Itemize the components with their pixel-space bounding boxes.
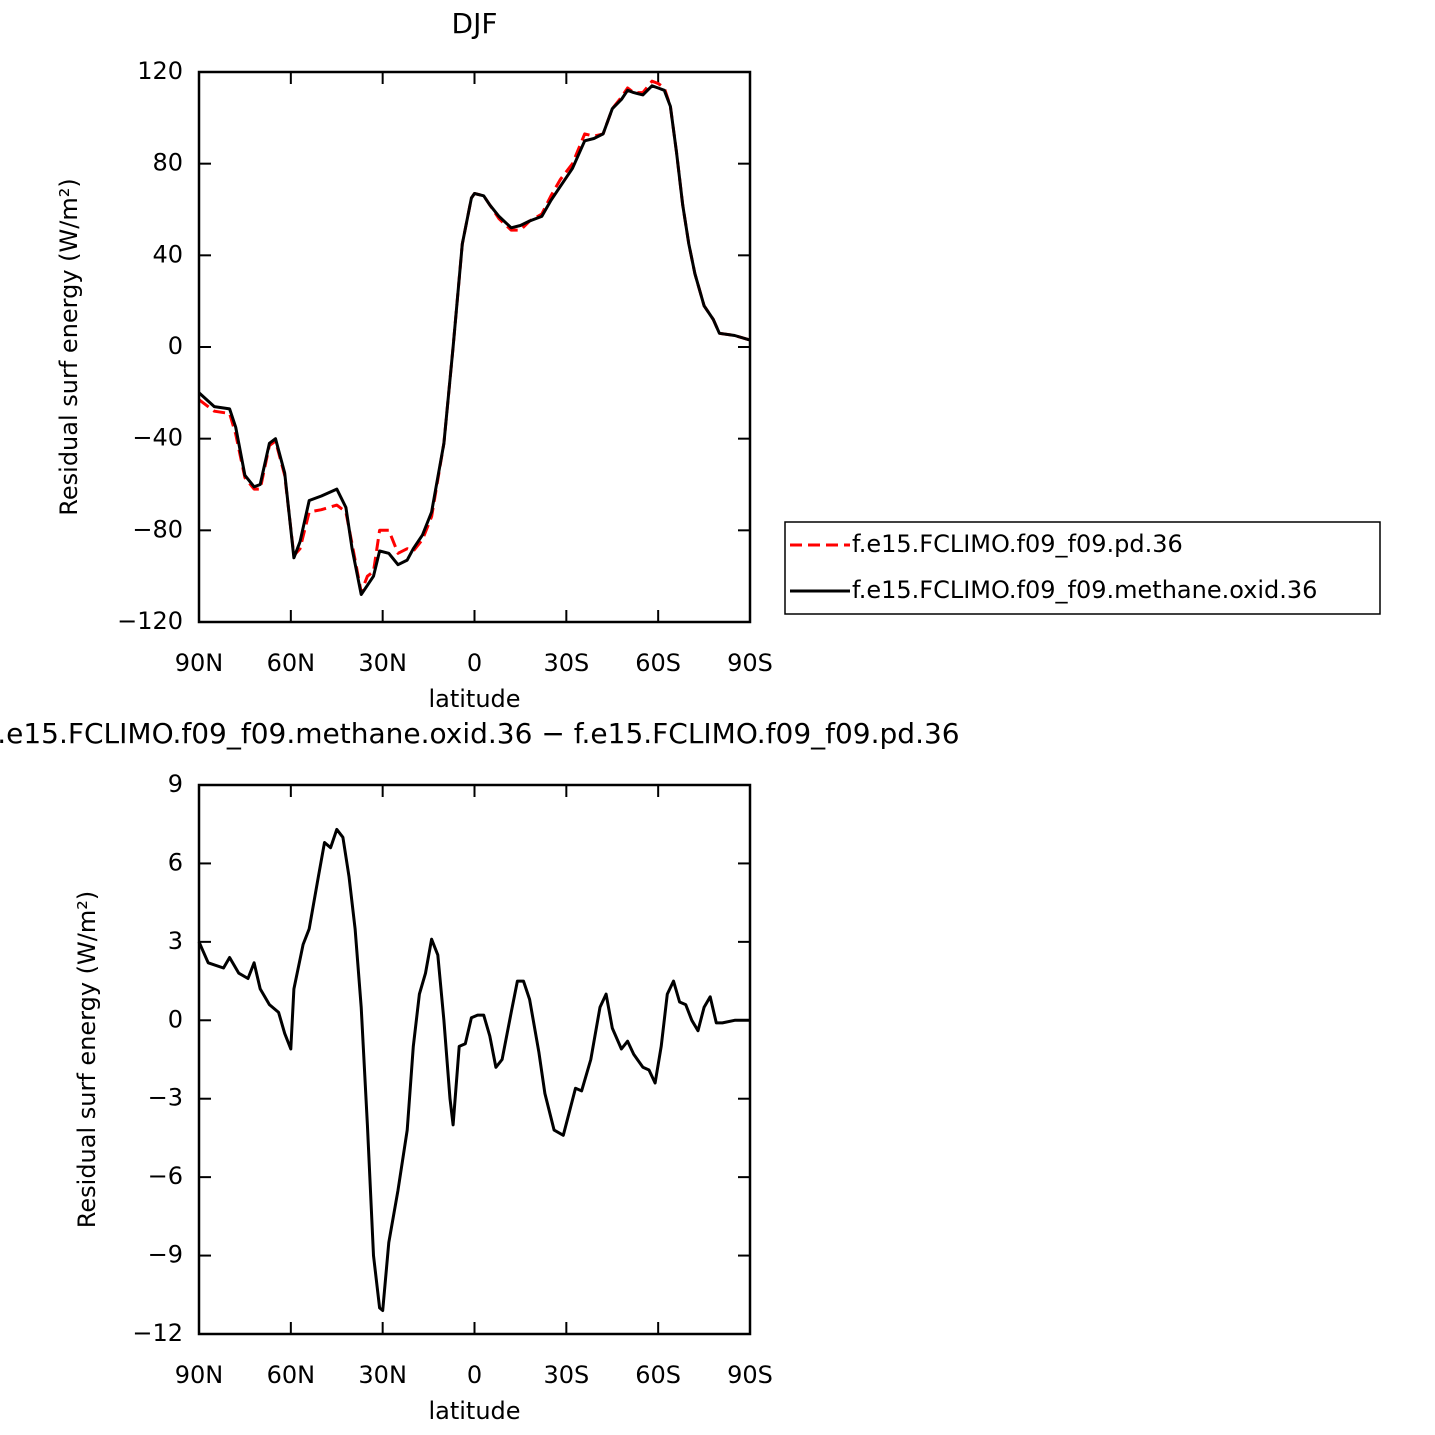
y-tick-label: 6 <box>168 848 183 876</box>
x-tick-label: 60N <box>267 649 316 677</box>
y-tick-label: 3 <box>168 927 183 955</box>
x-tick-label: 30S <box>543 1361 589 1389</box>
x-tick-label: 60N <box>267 1361 316 1389</box>
x-tick-label: 30N <box>358 1361 407 1389</box>
y-tick-label: −9 <box>148 1241 183 1269</box>
y-tick-label: −40 <box>132 424 183 452</box>
x-tick-label: 30S <box>543 649 589 677</box>
plot-frame <box>197 783 752 1336</box>
x-tick-label: 90S <box>727 1361 773 1389</box>
x-axis-label: latitude <box>428 685 520 713</box>
x-axis-label: latitude <box>428 1397 520 1425</box>
y-axis-label: Residual surf energy (W/m²) <box>55 178 83 515</box>
data-line <box>197 827 750 1312</box>
chart-title: DJF <box>452 7 498 40</box>
legend-label: f.e15.FCLIMO.f09_f09.methane.oxid.36 <box>852 576 1317 604</box>
plot-frame <box>197 70 752 624</box>
y-tick-label: 80 <box>152 149 183 177</box>
y-tick-label: 40 <box>152 240 183 268</box>
data-line <box>198 79 751 594</box>
x-tick-label: 0 <box>467 649 482 677</box>
y-tick-label: 120 <box>137 57 183 85</box>
y-tick-label: 0 <box>168 1005 183 1033</box>
x-tick-label: 60S <box>635 1361 681 1389</box>
x-tick-label: 60S <box>635 649 681 677</box>
x-tick-label: 90N <box>175 649 224 677</box>
x-tick-label: 0 <box>467 1361 482 1389</box>
x-tick-label: 90S <box>727 649 773 677</box>
y-axis-label: Residual surf energy (W/m²) <box>73 891 101 1228</box>
data-line <box>197 84 751 596</box>
x-tick-label: 90N <box>175 1361 224 1389</box>
legend-frame <box>784 521 1381 615</box>
x-tick-label: 30N <box>358 649 407 677</box>
y-tick-label: −3 <box>148 1084 183 1112</box>
legend-label: f.e15.FCLIMO.f09_f09.pd.36 <box>852 530 1183 558</box>
y-tick-label: 9 <box>168 770 183 798</box>
y-tick-label: −80 <box>132 515 183 543</box>
y-tick-label: −120 <box>117 607 183 635</box>
y-tick-label: −12 <box>132 1319 183 1347</box>
y-tick-label: 0 <box>168 332 183 360</box>
y-tick-label: −6 <box>148 1162 183 1190</box>
chart-title: f.e15.FCLIMO.f09_f09.methane.oxid.36 − f… <box>0 717 960 750</box>
